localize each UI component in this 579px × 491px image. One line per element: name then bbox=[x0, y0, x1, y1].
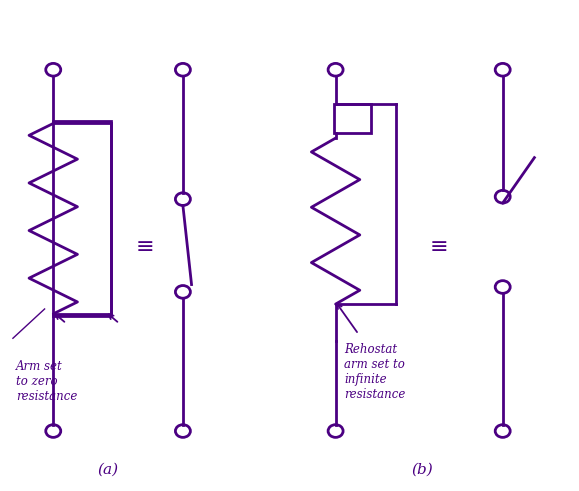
Text: Arm set
to zero
resistance: Arm set to zero resistance bbox=[16, 360, 77, 403]
Text: (b): (b) bbox=[411, 463, 433, 477]
Text: $\equiv$: $\equiv$ bbox=[131, 236, 154, 255]
Text: (a): (a) bbox=[97, 463, 119, 477]
Bar bbox=[53, 121, 111, 316]
Text: Rehostat
arm set to
infinite
resistance: Rehostat arm set to infinite resistance bbox=[345, 343, 406, 401]
Bar bbox=[334, 104, 371, 133]
Text: $\equiv$: $\equiv$ bbox=[425, 236, 448, 255]
